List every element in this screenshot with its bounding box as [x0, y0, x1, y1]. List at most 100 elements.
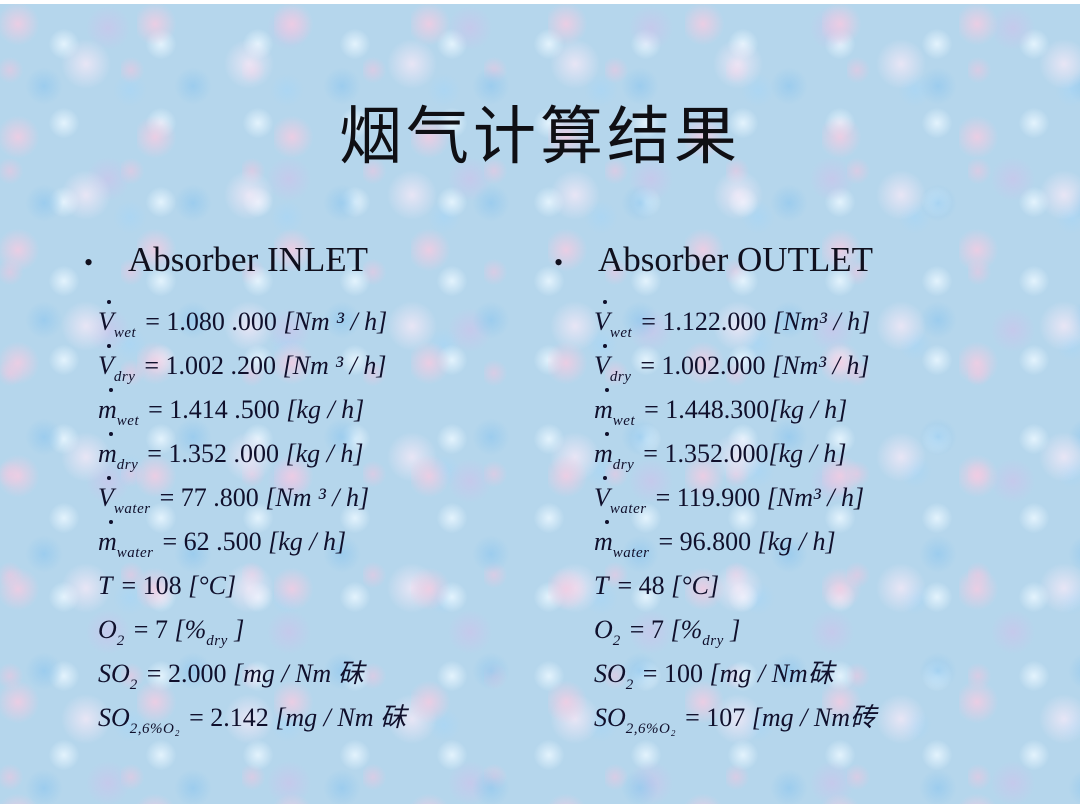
equation-row: O2 = 7 [%dry ] [594, 608, 1024, 652]
equation-row: T = 48 [°C] [594, 564, 1024, 608]
equation-row: Vwater = 77 .800 [Nm ³ / h] [98, 476, 554, 520]
equation-unit: [kg / h] [286, 395, 365, 424]
equation-value: = 77 .800 [159, 483, 266, 512]
symbol-subscript: wet [116, 413, 140, 429]
equation-row: Vwet = 1.122.000 [Nm³ / h] [594, 300, 1024, 344]
equation-value: = 1.448.300 [644, 395, 770, 424]
equation-value: = 2.000 [146, 659, 233, 688]
equation-row: mwater = 96.800 [kg / h] [594, 520, 1024, 564]
symbol-subscript: wet [113, 325, 137, 341]
equation-row: mwater = 62 .500 [kg / h] [98, 520, 554, 564]
equation-unit: [kg / h] [768, 439, 847, 468]
equation-unit: [mg / Nm砞 [709, 659, 834, 688]
equation-value: = 1.352.000 [643, 439, 769, 468]
equation-value: = 7 [133, 615, 175, 644]
equation-unit: [mg / Nm砖 [751, 703, 876, 732]
equation-value: = 1.002 .200 [144, 351, 283, 380]
equation-value: = 2.142 [189, 703, 276, 732]
quantity-symbol: O [98, 615, 117, 644]
unit-subscript: dry [702, 633, 724, 649]
equation-row: mdry = 1.352.000[kg / h] [594, 432, 1024, 476]
symbol-subscript: 2 [116, 633, 125, 649]
quantity-symbol: m [594, 432, 613, 476]
equation-value: = 1.122.000 [641, 307, 773, 336]
symbol-subscript: dry [116, 457, 139, 473]
quantity-symbol: SO [594, 703, 626, 732]
equation-unit: [Nm ³ / h] [265, 483, 370, 512]
quantity-symbol: V [98, 300, 114, 344]
equation-unit: [kg / h] [757, 527, 836, 556]
equation-row: mwet = 1.448.300[kg / h] [594, 388, 1024, 432]
symbol-subscript: wet [612, 413, 636, 429]
quantity-symbol: m [594, 388, 613, 432]
quantity-symbol: V [594, 344, 610, 388]
equation-unit: [% [670, 615, 703, 644]
equation-unit: [mg / Nm 砞 [275, 703, 406, 732]
column-header-inlet: • Absorber INLET [84, 240, 554, 288]
symbol-subscript: dry [612, 457, 635, 473]
equation-unit: [Nm ³ / h] [282, 351, 387, 380]
symbol-subscript: wet [609, 325, 633, 341]
quantity-symbol: T [98, 571, 113, 600]
equation-row: mwet = 1.414 .500 [kg / h] [98, 388, 554, 432]
quantity-symbol: V [98, 344, 114, 388]
bottom-margin-strip [0, 804, 1080, 810]
slide-title: 烟气计算结果 [339, 102, 741, 172]
symbol-subscript: dry [113, 369, 136, 385]
quantity-symbol: m [98, 520, 117, 564]
equation-value: = 1.352 .000 [147, 439, 286, 468]
equation-unit: [Nm³ / h] [766, 483, 865, 512]
quantity-symbol: T [594, 571, 609, 600]
quantity-symbol: m [98, 388, 117, 432]
quantity-symbol: V [594, 300, 610, 344]
equation-value: = 108 [121, 571, 189, 600]
equation-value: = 1.080 .000 [145, 307, 284, 336]
quantity-symbol: m [98, 432, 117, 476]
equation-row: SO2,6%O₂ = 107 [mg / Nm砖 [594, 696, 1024, 740]
top-margin-strip [0, 0, 1080, 4]
equation-row: Vdry = 1.002 .200 [Nm ³ / h] [98, 344, 554, 388]
equation-row: O2 = 7 [%dry ] [98, 608, 554, 652]
equation-value: = 7 [629, 615, 671, 644]
equation-unit: [kg / h] [268, 527, 347, 556]
equation-value: = 107 [685, 703, 752, 732]
symbol-subscript: water [609, 501, 647, 517]
equation-row: T = 108 [°C] [98, 564, 554, 608]
quantity-symbol: SO [594, 659, 626, 688]
equation-unit: [Nm ³ / h] [283, 307, 388, 336]
equation-unit: [kg / h] [769, 395, 848, 424]
column-absorber-outlet: • Absorber OUTLET Vwet = 1.122.000 [Nm³ /… [554, 240, 1024, 740]
equation-unit: [°C] [671, 571, 720, 600]
equation-unit-tail: ] [723, 615, 741, 644]
equations-inlet: Vwet = 1.080 .000 [Nm ³ / h] Vdry = 1.002 .… [84, 300, 554, 740]
bullet-icon: • [84, 248, 94, 277]
equation-value: = 48 [617, 571, 672, 600]
quantity-symbol: O [594, 615, 613, 644]
symbol-subscript: water [113, 501, 151, 517]
quantity-symbol: m [594, 520, 613, 564]
column-header-label: Absorber OUTLET [598, 240, 874, 279]
column-header-label: Absorber INLET [128, 240, 369, 279]
equations-outlet: Vwet = 1.122.000 [Nm³ / h] Vdry = 1.002.000… [554, 300, 1024, 740]
symbol-subscript: water [116, 545, 154, 561]
equation-unit: [kg / h] [285, 439, 364, 468]
equation-row: Vdry = 1.002.000 [Nm³ / h] [594, 344, 1024, 388]
equation-unit: [Nm³ / h] [772, 351, 870, 380]
equation-value: = 100 [642, 659, 710, 688]
equation-value: = 1.002.000 [640, 351, 773, 380]
symbol-subscript: water [612, 545, 650, 561]
equation-unit: [°C] [188, 571, 237, 600]
equation-unit-tail: ] [227, 615, 245, 644]
symbol-subscript: 2 [129, 677, 138, 693]
quantity-symbol: V [98, 476, 114, 520]
quantity-symbol: SO [98, 659, 130, 688]
equation-row: SO2 = 100 [mg / Nm砞 [594, 652, 1024, 696]
equation-row: Vwet = 1.080 .000 [Nm ³ / h] [98, 300, 554, 344]
quantity-symbol: SO [98, 703, 130, 732]
equation-value: = 96.800 [658, 527, 758, 556]
bullet-icon: • [554, 248, 564, 277]
equation-row: SO2,6%O₂ = 2.142 [mg / Nm 砞 [98, 696, 554, 740]
equation-value: = 62 .500 [162, 527, 269, 556]
unit-subscript: dry [206, 633, 228, 649]
